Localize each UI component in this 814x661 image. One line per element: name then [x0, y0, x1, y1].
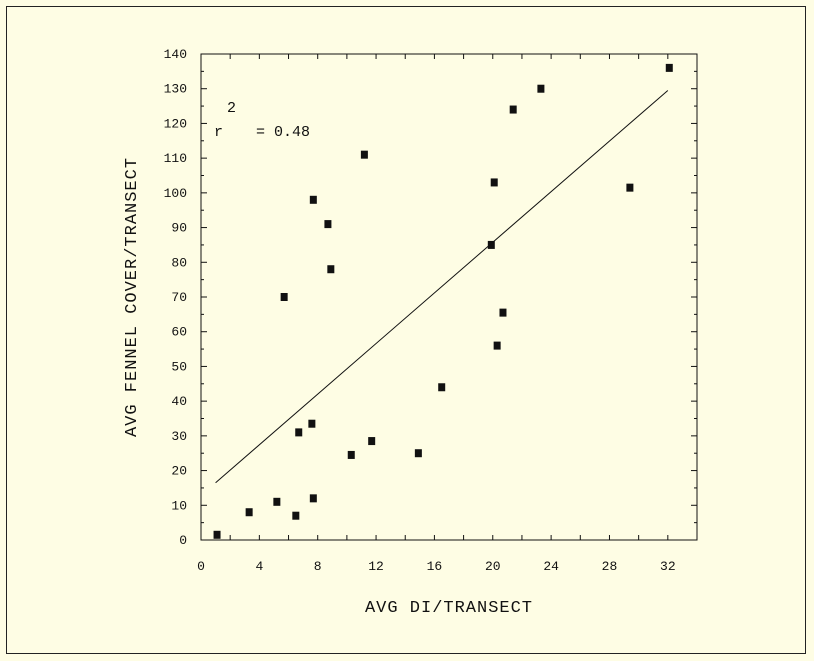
r-squared-annotation: r 2 = 0.48	[214, 100, 310, 141]
x-tick-label: 12	[368, 559, 384, 574]
x-tick-label: 20	[485, 559, 501, 574]
y-tick-label: 20	[171, 464, 187, 479]
regression-line	[215, 90, 669, 484]
data-point	[626, 183, 634, 192]
data-point	[280, 293, 288, 301]
y-axis-title: AVG FENNEL COVER/TRANSECT	[123, 157, 142, 437]
data-point	[499, 308, 507, 317]
data-point	[309, 195, 317, 204]
y-tick-label: 0	[179, 533, 187, 548]
x-axis: 0 4 8 12 16 20 24 28 32	[197, 54, 698, 574]
x-tick-label: 0	[197, 559, 205, 574]
r-squared-value: = 0.48	[256, 124, 310, 141]
x-tick-label: 8	[314, 559, 322, 574]
y-tick-label: 110	[164, 151, 187, 166]
data-point	[537, 84, 545, 93]
data-point	[309, 494, 317, 503]
x-tick-label: 16	[427, 559, 443, 574]
data-point	[327, 265, 335, 274]
r-exponent: 2	[227, 100, 236, 117]
y-tick-label: 120	[164, 116, 187, 131]
r-symbol: r	[214, 124, 223, 141]
data-point	[414, 449, 422, 458]
chart-frame	[6, 6, 806, 654]
data-point	[493, 341, 501, 350]
data-point	[347, 450, 355, 459]
data-point	[273, 497, 281, 506]
data-point	[490, 178, 498, 187]
y-tick-label: 80	[171, 255, 187, 270]
data-point	[308, 419, 316, 428]
data-point	[368, 437, 376, 446]
data-point	[213, 530, 221, 539]
data-point	[360, 150, 368, 159]
y-tick-label: 30	[171, 429, 187, 444]
data-point	[509, 105, 517, 114]
x-tick-label: 24	[543, 559, 559, 574]
y-tick-label: 90	[171, 221, 187, 236]
x-tick-label: 32	[660, 559, 676, 574]
data-point	[295, 428, 303, 437]
data-point	[324, 220, 332, 229]
y-tick-label: 50	[171, 359, 187, 374]
y-tick-label: 60	[171, 325, 187, 340]
data-point	[665, 63, 673, 72]
data-point	[292, 511, 300, 520]
x-axis-title: AVG DI/TRANSECT	[365, 599, 533, 618]
y-tick-label: 70	[171, 290, 187, 305]
data-point	[438, 383, 446, 392]
data-points	[213, 63, 673, 539]
data-point	[487, 240, 495, 249]
y-tick-label: 40	[171, 394, 187, 409]
y-tick-label: 140	[164, 47, 187, 62]
x-tick-label: 4	[255, 559, 263, 574]
y-axis: 0 10 20 30 40 50 60 70 80 90 100 110 120 130 140	[164, 47, 697, 548]
x-tick-label: 28	[602, 559, 618, 574]
y-tick-label: 10	[171, 498, 187, 513]
y-tick-label: 100	[164, 186, 187, 201]
y-tick-label: 130	[164, 82, 187, 97]
data-point	[245, 508, 253, 517]
